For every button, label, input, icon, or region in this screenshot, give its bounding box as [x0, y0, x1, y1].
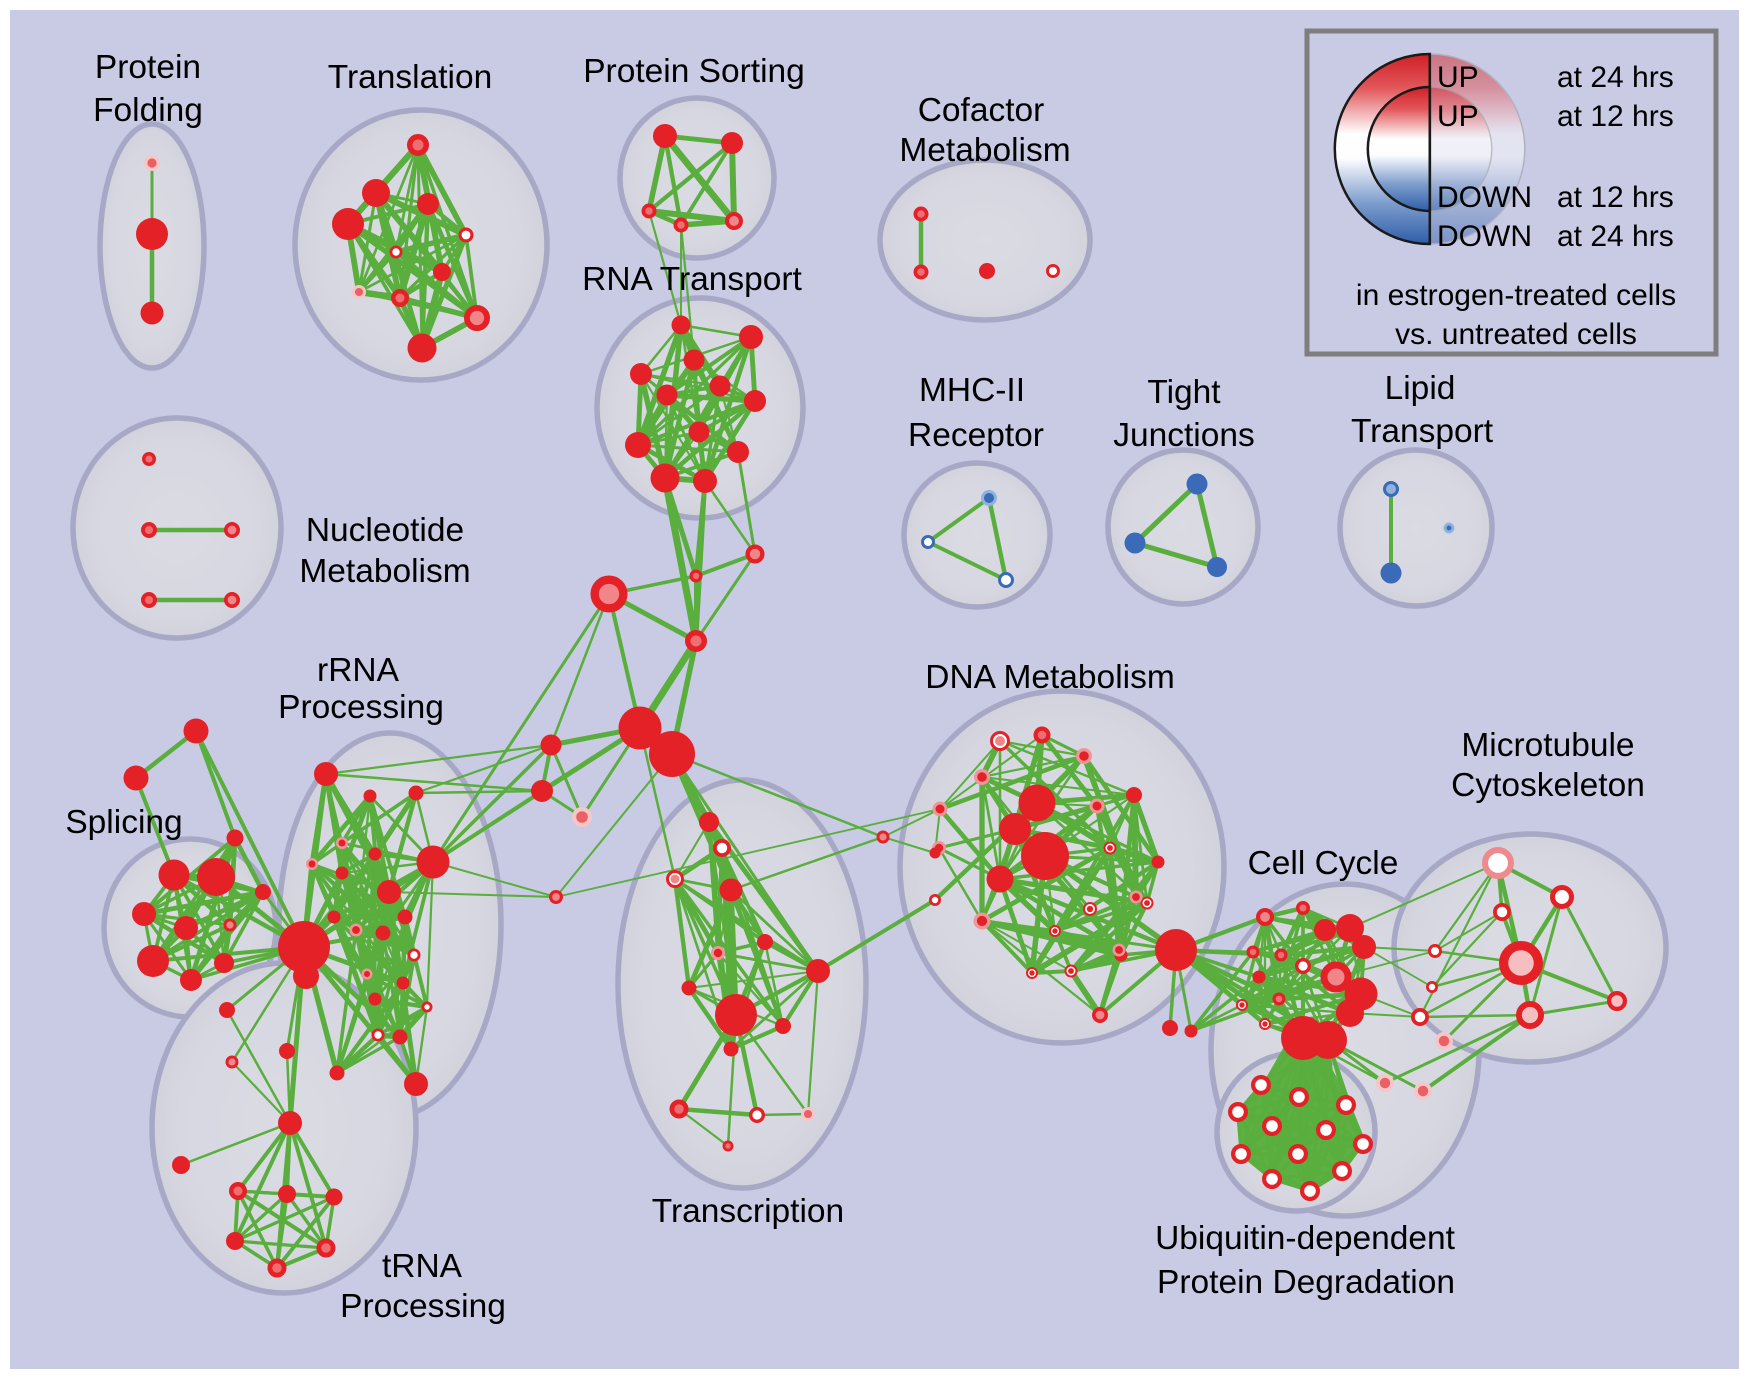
- svg-text:MHC-II: MHC-II: [919, 372, 1025, 409]
- svg-text:DOWN: DOWN: [1437, 220, 1532, 253]
- svg-text:Metabolism: Metabolism: [899, 132, 1070, 169]
- svg-text:DNA Metabolism: DNA Metabolism: [925, 659, 1174, 696]
- svg-text:Cell Cycle: Cell Cycle: [1248, 845, 1399, 882]
- svg-text:Splicing: Splicing: [65, 804, 182, 841]
- svg-text:vs. untreated cells: vs. untreated cells: [1395, 318, 1637, 351]
- svg-text:Transcription: Transcription: [652, 1193, 844, 1230]
- svg-text:at 12 hrs: at 12 hrs: [1557, 181, 1674, 214]
- svg-text:Cofactor: Cofactor: [918, 92, 1045, 129]
- svg-text:at 24 hrs: at 24 hrs: [1557, 220, 1674, 253]
- svg-text:Protein: Protein: [95, 49, 201, 86]
- svg-text:Processing: Processing: [278, 689, 444, 726]
- svg-text:at 12 hrs: at 12 hrs: [1557, 100, 1674, 133]
- svg-text:RNA Transport: RNA Transport: [582, 261, 802, 298]
- svg-text:tRNA: tRNA: [382, 1248, 463, 1285]
- svg-text:Processing: Processing: [340, 1288, 506, 1325]
- svg-text:Ubiquitin-dependent: Ubiquitin-dependent: [1155, 1220, 1456, 1257]
- svg-text:Protein Degradation: Protein Degradation: [1157, 1264, 1455, 1301]
- svg-text:rRNA: rRNA: [317, 652, 400, 689]
- svg-text:Metabolism: Metabolism: [299, 553, 470, 590]
- svg-text:UP: UP: [1437, 61, 1479, 94]
- svg-text:Junctions: Junctions: [1113, 417, 1255, 454]
- svg-text:Lipid: Lipid: [1385, 370, 1456, 407]
- svg-text:DOWN: DOWN: [1437, 181, 1532, 214]
- svg-text:in estrogen-treated cells: in estrogen-treated cells: [1356, 279, 1676, 312]
- svg-text:Protein Sorting: Protein Sorting: [583, 53, 805, 90]
- svg-text:Receptor: Receptor: [908, 417, 1044, 454]
- svg-text:Tight: Tight: [1147, 374, 1221, 411]
- svg-text:Transport: Transport: [1351, 413, 1494, 450]
- svg-text:UP: UP: [1437, 100, 1479, 133]
- svg-text:Translation: Translation: [328, 59, 492, 96]
- svg-text:Folding: Folding: [93, 92, 203, 129]
- svg-text:Cytoskeleton: Cytoskeleton: [1451, 767, 1645, 804]
- svg-text:Nucleotide: Nucleotide: [306, 512, 464, 549]
- svg-text:Microtubule: Microtubule: [1461, 727, 1634, 764]
- svg-text:at 24 hrs: at 24 hrs: [1557, 61, 1674, 94]
